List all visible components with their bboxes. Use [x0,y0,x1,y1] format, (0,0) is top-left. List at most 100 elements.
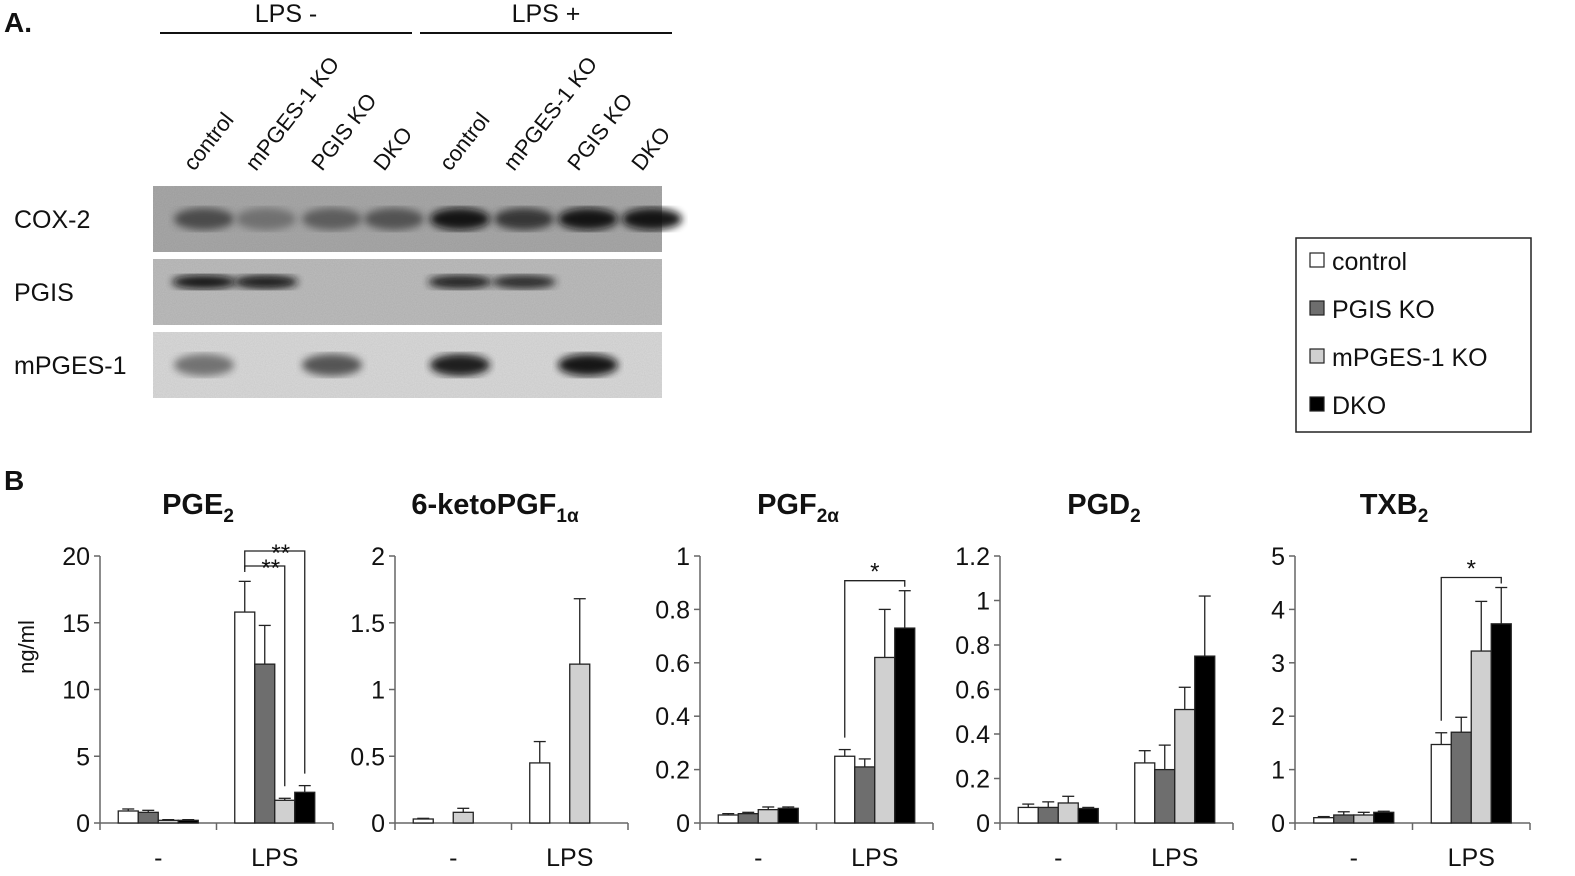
blot-strip [153,259,662,325]
blot-band [174,208,234,230]
chart-title: PGD2 [1067,489,1140,527]
y-tick-label: 4 [1271,596,1285,624]
y-tick-label: 0.5 [350,743,385,771]
significance-marker: * [870,559,879,586]
blot-band [302,354,362,376]
chart-title: TXB2 [1360,489,1429,527]
y-tick-label: 0.6 [655,650,690,678]
y-tick-label: 3 [1271,650,1285,678]
bar [294,791,316,824]
blot-band [302,208,362,230]
bar [874,656,896,824]
lane-label: DKO [368,122,417,175]
legend-label: mPGES-1 KO [1332,344,1488,372]
bar [1017,806,1039,824]
bar [1037,806,1059,824]
significance-bracket [1440,576,1502,721]
legend-swatch [1309,348,1325,364]
blot-band [172,275,236,289]
bar [834,755,856,824]
bar [737,813,759,824]
significance-marker: * [1467,556,1476,583]
y-tick-label: 15 [62,610,90,638]
bar [894,627,916,824]
legend-swatch [1309,396,1325,412]
blot-band [236,208,296,230]
bar [157,819,179,824]
bar [412,818,434,824]
bar [717,814,739,824]
x-tick-label: - [449,844,457,872]
x-tick-label: LPS [1151,844,1198,872]
bar [1134,762,1156,824]
bar [1353,814,1375,824]
blot-band [430,354,490,376]
x-tick-label: LPS [851,844,898,872]
bar [1057,802,1079,824]
bar [1373,811,1395,824]
bar [529,762,551,824]
bar [234,611,256,824]
group-header: LPS + [512,0,581,28]
chart-title: PGF2α [757,489,839,527]
blot-band [492,275,556,289]
blot-band [428,275,492,289]
y-axis-label: ng/ml [14,620,39,674]
blot-strip [153,186,682,252]
chart-title: PGE2 [162,489,234,527]
significance-bracket [844,580,906,738]
y-tick-label: 0 [976,810,990,838]
y-tick-label: 5 [1271,543,1285,571]
y-tick-label: 0 [1271,810,1285,838]
blot-band [234,275,298,289]
blot-band [558,354,618,376]
y-tick-label: 0 [76,810,90,838]
y-tick-label: 0.4 [655,703,690,731]
bar [1077,807,1099,824]
blot-band [494,208,554,230]
bar [254,663,276,824]
panel-a-label: A. [4,7,32,38]
chart-3: PGF2α 0 0.2 0.4 0.6 0.8 1 - LPS * [655,489,934,872]
bar [1490,623,1512,824]
significance-marker: ** [261,555,280,582]
blot-background [153,259,662,325]
y-tick-label: 0.6 [955,677,990,705]
lane-label: DKO [626,122,675,175]
chart-2: 6-ketoPGF1α 0 0.5 1 1.5 2 - LPS [350,489,629,872]
blot-band [364,208,424,230]
y-tick-label: 1.2 [955,543,990,571]
y-tick-label: 20 [62,543,90,571]
bar [1194,655,1216,824]
y-tick-label: 1 [1271,757,1285,785]
blot-band [430,208,490,230]
bar [1154,768,1176,824]
y-tick-label: 2 [1271,703,1285,731]
bar [777,807,799,824]
blot-row-label: mPGES-1 [14,352,127,380]
x-tick-label: LPS [251,844,298,872]
x-tick-label: LPS [1448,844,1495,872]
bar [1470,650,1492,824]
group-header: LPS - [255,0,318,28]
x-tick-label: LPS [546,844,593,872]
bar [1430,743,1452,824]
bar [569,663,591,824]
legend-swatch [1309,252,1325,268]
y-tick-label: 1 [976,588,990,616]
legend-label: control [1332,248,1407,276]
lane-label: control [178,108,238,175]
y-tick-label: 0 [371,810,385,838]
legend-label: PGIS KO [1332,296,1435,324]
blot-row-label: COX-2 [14,206,90,234]
legend-label: DKO [1332,392,1386,420]
bar [1174,708,1196,824]
x-tick-label: - [1054,844,1062,872]
y-tick-label: 1 [371,677,385,705]
bar [117,810,139,824]
chart-title: 6-ketoPGF1α [411,489,579,527]
bar [1450,731,1472,824]
y-tick-label: 5 [76,743,90,771]
